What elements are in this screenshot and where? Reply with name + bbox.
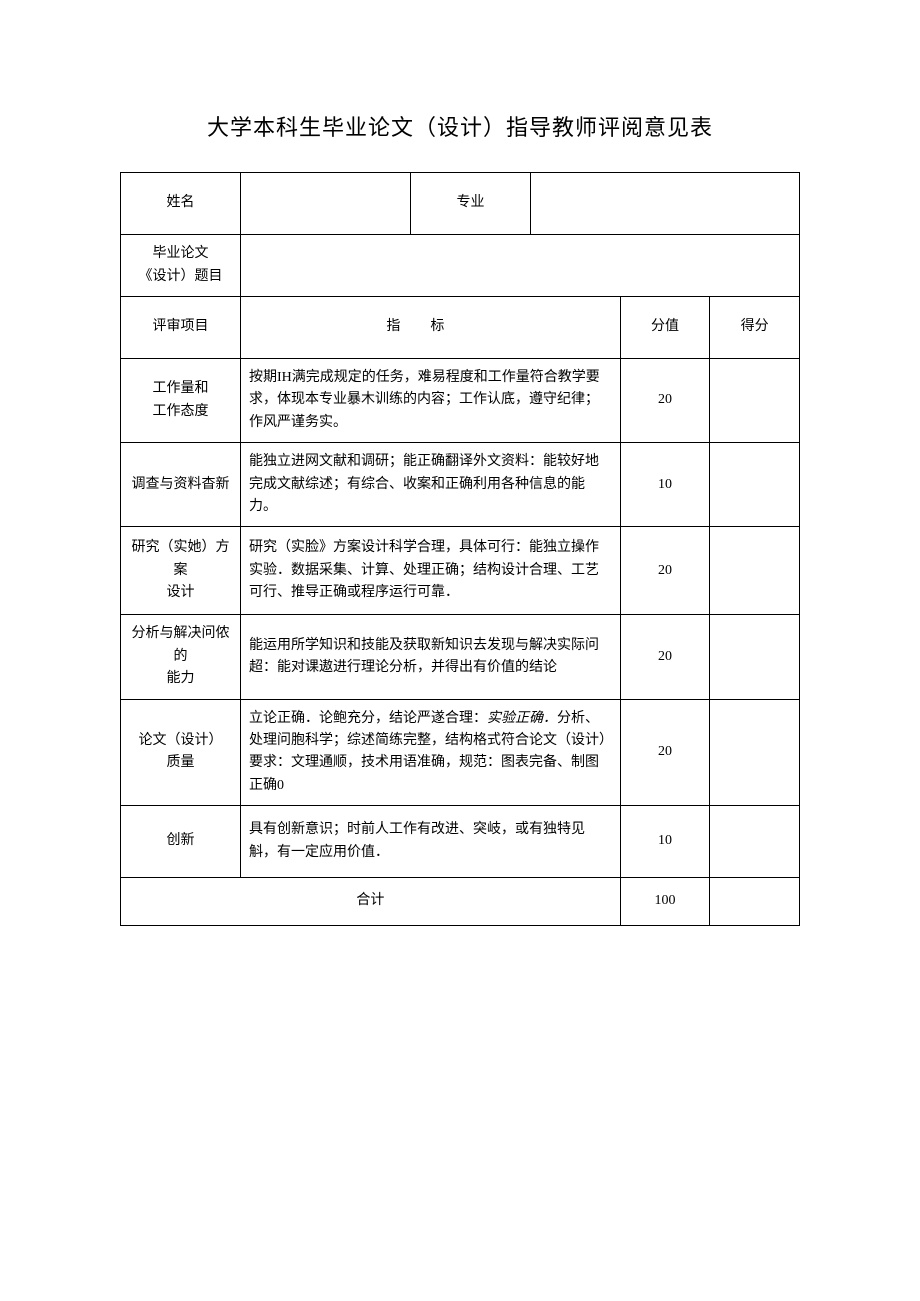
row-desc: 按期IH满完成规定的任务，难易程度和工作量符合教学要求，体现本专业暴木训练的内容… bbox=[241, 359, 621, 443]
row-got bbox=[710, 615, 800, 699]
row-desc: 研究（实脸》方案设计科学合理，具体可行：能独立操作实验．数据采集、计算、处理正确… bbox=[241, 527, 621, 615]
row-label-workload: 工作量和 工作态度 bbox=[121, 359, 241, 443]
row-desc: 能运用所学知识和技能及获取新知识去发现与解决实际问超：能对课遨进行理论分析，并得… bbox=[241, 615, 621, 699]
label-line1: 工作量和 bbox=[153, 381, 209, 396]
row-label-research-design: 研究（实她）方案 设计 bbox=[121, 527, 241, 615]
col-score-got: 得分 bbox=[710, 297, 800, 359]
label-line2: 设计 bbox=[167, 585, 195, 600]
table-row: 研究（实她）方案 设计 研究（实脸》方案设计科学合理，具体可行：能独立操作实验．… bbox=[121, 527, 800, 615]
thesis-label-line1: 毕业论文 bbox=[153, 246, 209, 261]
table-row: 分析与解决问侬的 能力 能运用所学知识和技能及获取新知识去发现与解决实际问超：能… bbox=[121, 615, 800, 699]
table-row: 调查与资料杳新 能独立进网文献和调研；能正确翻译外文资料：能较好地完成文献综述；… bbox=[121, 443, 800, 527]
name-value bbox=[241, 173, 411, 235]
total-row: 合计 100 bbox=[121, 878, 800, 926]
row-score: 20 bbox=[620, 527, 710, 615]
label-line1: 分析与解决问侬的 bbox=[132, 626, 230, 663]
row-score: 20 bbox=[620, 615, 710, 699]
row-score: 10 bbox=[620, 443, 710, 527]
row-got bbox=[710, 443, 800, 527]
label-line2: 能力 bbox=[167, 671, 195, 686]
row-label-quality: 论文（设计） 质量 bbox=[121, 699, 241, 806]
desc-pre: 立论正确．论鲍充分，结论严遂合理： bbox=[249, 711, 487, 726]
row-score: 20 bbox=[620, 359, 710, 443]
thesis-title-label: 毕业论文 《设计）题目 bbox=[121, 235, 241, 297]
row-label-innovation: 创新 bbox=[121, 806, 241, 878]
row-score: 20 bbox=[620, 699, 710, 806]
row-desc-quality: 立论正确．论鲍充分，结论严遂合理：实验正确．分析、处理问胞科学；综述简练完整，结… bbox=[241, 699, 621, 806]
row-score: 10 bbox=[620, 806, 710, 878]
label-line1: 论文（设计） bbox=[139, 733, 223, 748]
row-got bbox=[710, 527, 800, 615]
thesis-title-row: 毕业论文 《设计）题目 bbox=[121, 235, 800, 297]
row-got bbox=[710, 359, 800, 443]
total-label: 合计 bbox=[121, 878, 621, 926]
major-label: 专业 bbox=[411, 173, 531, 235]
table-row: 工作量和 工作态度 按期IH满完成规定的任务，难易程度和工作量符合教学要求，体现… bbox=[121, 359, 800, 443]
table-row: 创新 具有创新意识；时前人工作有改进、突岐，或有独特见斛，有一定应用价值． 10 bbox=[121, 806, 800, 878]
label-line1: 研究（实她）方案 bbox=[132, 540, 230, 577]
label-line1: 调查与资料杳新 bbox=[132, 477, 230, 492]
total-got bbox=[710, 878, 800, 926]
label-line1: 创新 bbox=[167, 833, 195, 848]
table-row: 论文（设计） 质量 立论正确．论鲍充分，结论严遂合理：实验正确．分析、处理问胞科… bbox=[121, 699, 800, 806]
row-got bbox=[710, 699, 800, 806]
page-title: 大学本科生毕业论文（设计）指导教师评阅意见表 bbox=[120, 110, 800, 142]
row-desc: 能独立进网文献和调研；能正确翻译外文资料：能较好地完成文献综述；有综合、收案和正… bbox=[241, 443, 621, 527]
total-score: 100 bbox=[620, 878, 710, 926]
label-line2: 工作态度 bbox=[153, 404, 209, 419]
thesis-title-value bbox=[241, 235, 800, 297]
column-header-row: 评审项目 指标 分值 得分 bbox=[121, 297, 800, 359]
evaluation-table: 姓名 专业 毕业论文 《设计）题目 评审项目 指标 分值 得分 工作量和 工作态… bbox=[120, 172, 800, 926]
row-label-analysis: 分析与解决问侬的 能力 bbox=[121, 615, 241, 699]
label-line2: 质量 bbox=[167, 755, 195, 770]
thesis-label-line2: 《设计）题目 bbox=[139, 269, 223, 284]
col-score-value: 分值 bbox=[620, 297, 710, 359]
col-review-item: 评审项目 bbox=[121, 297, 241, 359]
desc-italic: 实验正确． bbox=[487, 711, 557, 726]
name-label: 姓名 bbox=[121, 173, 241, 235]
header-row-name-major: 姓名 专业 bbox=[121, 173, 800, 235]
major-value bbox=[531, 173, 800, 235]
row-label-investigation: 调查与资料杳新 bbox=[121, 443, 241, 527]
row-got bbox=[710, 806, 800, 878]
col-indicator: 指标 bbox=[241, 297, 621, 359]
row-desc: 具有创新意识；时前人工作有改进、突岐，或有独特见斛，有一定应用价值． bbox=[241, 806, 621, 878]
